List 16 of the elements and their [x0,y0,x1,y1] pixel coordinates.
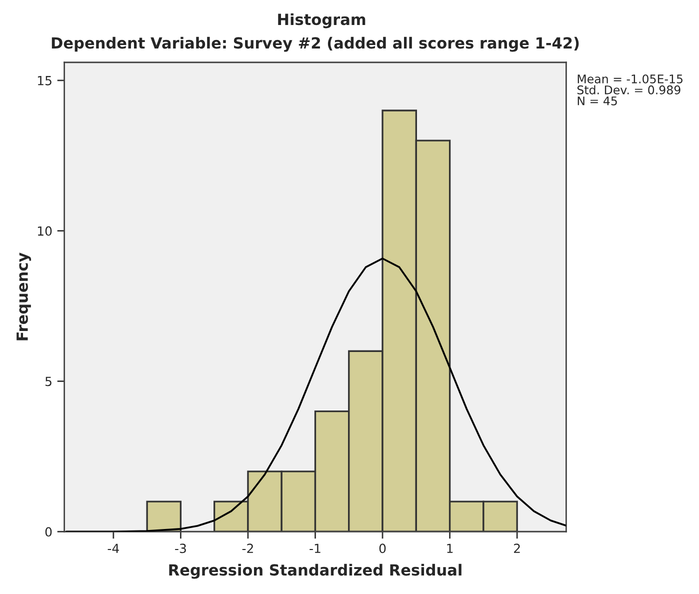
chart-title: Histogram [278,13,366,28]
text: Mean = -1.05E-15 Std. Dev. = 0.989 N = 45 [577,74,682,106]
y-tick-label: 10 [38,226,52,236]
x-tick-label: 2 [514,544,520,553]
x-tick-label: 1 [447,544,453,553]
y-tick-label: 0 [45,527,52,537]
y-axis-title: Frequency [16,252,32,340]
x-tick-label: -2 [242,544,253,553]
x-tick-label: -3 [175,544,186,554]
chart-subtitle: Dependent Variable: Survey #2 (added all scores range 1-42) [52,36,579,52]
x-tick-label: 0 [379,544,386,554]
y-tick-label: 5 [46,376,52,386]
x-axis-title: Regression Standardized Residual [169,564,462,579]
y-tick-label: 15 [38,76,52,86]
x-tick-label: -4 [108,544,119,553]
x-tick-label: -1 [310,544,320,553]
